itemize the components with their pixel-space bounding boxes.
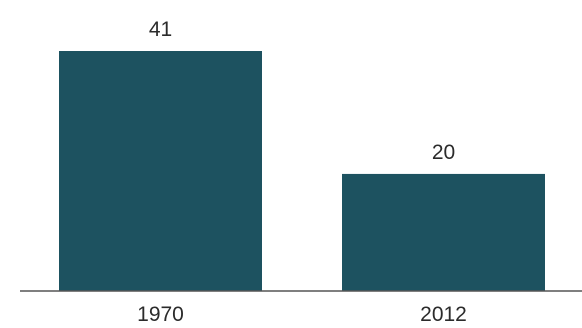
bar-1970 bbox=[59, 51, 262, 291]
x-tick-label-1970: 1970 bbox=[137, 303, 184, 326]
bar-2012 bbox=[342, 173, 545, 291]
data-label-2012: 20 bbox=[432, 141, 455, 164]
x-tick-label-2012: 2012 bbox=[420, 303, 467, 326]
x-tick-labels-group: 1970 2012 bbox=[137, 303, 467, 326]
data-labels-group: 41 20 bbox=[149, 18, 455, 164]
data-label-1970: 41 bbox=[149, 18, 172, 41]
bars-group bbox=[59, 51, 545, 291]
